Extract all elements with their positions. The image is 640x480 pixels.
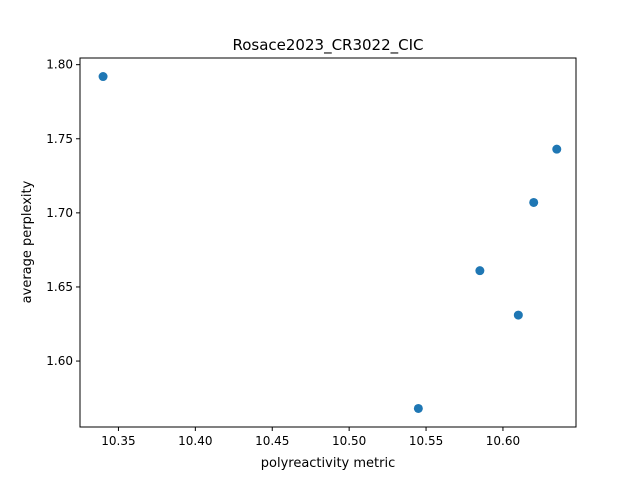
x-tick-label: 10.45 xyxy=(255,434,289,448)
data-point xyxy=(552,144,562,154)
x-tick-label: 10.60 xyxy=(486,434,520,448)
y-tick-label: 1.60 xyxy=(46,354,73,368)
y-tick-label: 1.70 xyxy=(46,206,73,220)
data-point xyxy=(529,197,539,207)
x-tick-label: 10.35 xyxy=(101,434,135,448)
y-tick-label: 1.65 xyxy=(46,280,73,294)
y-tick-label: 1.80 xyxy=(46,58,73,72)
chart-title: Rosace2023_CR3022_CIC xyxy=(232,36,423,55)
x-tick-label: 10.40 xyxy=(178,434,212,448)
x-tick-label: 10.50 xyxy=(332,434,366,448)
data-point xyxy=(413,403,423,413)
data-point xyxy=(98,72,108,82)
data-points xyxy=(98,72,562,413)
x-tick-label: 10.55 xyxy=(409,434,443,448)
x-axis-ticks: 10.35 10.40 10.45 10.50 10.55 10.60 xyxy=(101,427,520,448)
data-point xyxy=(513,310,523,320)
x-axis-label: polyreactivity metric xyxy=(261,456,395,471)
data-point xyxy=(475,266,485,276)
y-axis-label: average perplexity xyxy=(20,180,35,303)
y-axis-ticks: 1.60 1.65 1.70 1.75 1.80 xyxy=(46,58,80,368)
plot-area xyxy=(79,57,577,428)
y-tick-label: 1.75 xyxy=(46,132,73,146)
